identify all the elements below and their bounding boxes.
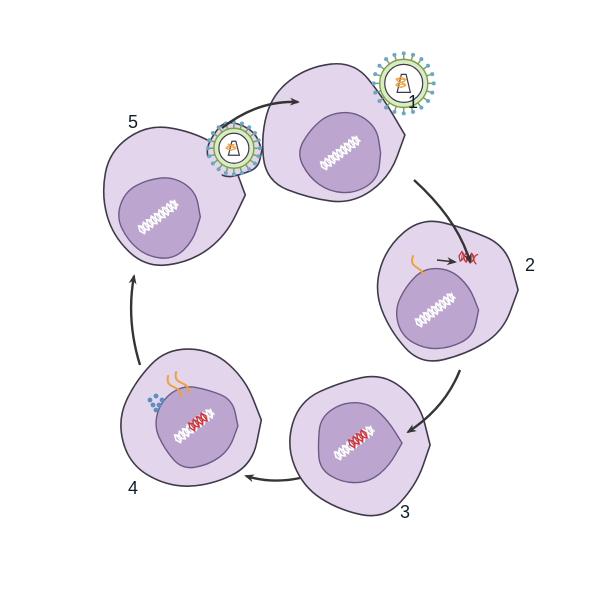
stage-3-cell (290, 377, 430, 516)
lifecycle-diagram (0, 0, 600, 600)
stage-1-cell (263, 51, 436, 201)
stage-4-cell (121, 349, 261, 486)
arrow-4-to-5 (131, 276, 140, 365)
arrow-3-to-4 (246, 476, 300, 481)
stage-3-label: 3 (400, 502, 410, 523)
stage-1-label: 1 (408, 92, 418, 113)
stage-5-cell (104, 120, 262, 265)
stage-2-label: 2 (525, 255, 535, 276)
stage-4-label: 4 (128, 478, 138, 499)
stage-5-label: 5 (128, 112, 138, 133)
stage-2-cell (378, 221, 519, 361)
